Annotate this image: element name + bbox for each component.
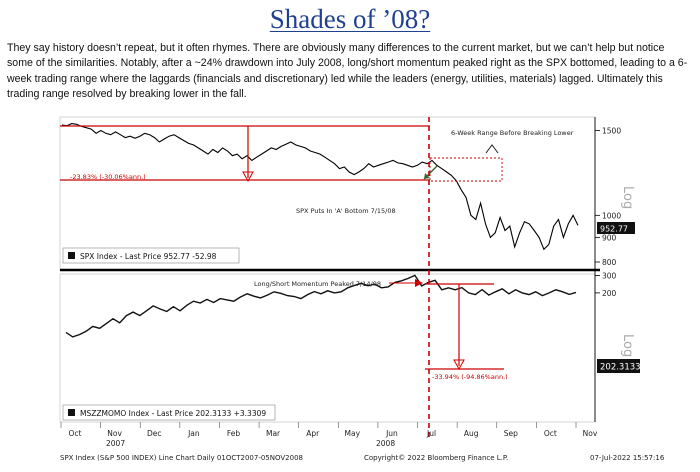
momo-last-price-value: 202.3133	[600, 363, 641, 373]
spx-log-label: Log	[620, 186, 635, 209]
six-week-range-box	[429, 157, 503, 182]
momo-log-label: Log	[620, 334, 635, 357]
momo-drawdown-arrowhead	[453, 359, 465, 371]
x-tick-label-nov: Nov	[583, 429, 598, 438]
x-tick-label-may: May	[345, 429, 361, 438]
range-label: 6-Week Range Before Breaking Lower	[451, 129, 574, 137]
intro-paragraph: They say history doesn’t repeat, but it …	[7, 42, 688, 100]
momo-legend-label: MSZZMOMO Index - Last Price 202.3133 +3.…	[80, 409, 266, 418]
x-tick-label-dec: Dec	[147, 429, 162, 438]
x-tick-label-feb: Feb	[227, 429, 241, 438]
spx-last-price-value: 952.77	[600, 225, 628, 234]
momo-peak-label: Long/Short Momentum Peaked 7/14/08	[254, 280, 381, 288]
momo-series-line	[65, 274, 577, 338]
x-tick-label-jul: Jul	[426, 429, 436, 438]
bottom-label: SPX Puts In 'A' Bottom 7/15/08	[296, 207, 396, 215]
spx-last-price-tag	[597, 222, 635, 234]
momo-panel-frame	[59, 273, 596, 423]
x-tick-label-sep: Sep	[504, 429, 518, 438]
spx-legend	[62, 247, 240, 264]
momo-y-tick-label-0: 300	[602, 271, 617, 280]
bottom-arrowhead	[424, 173, 430, 179]
range-arrowhead	[485, 144, 499, 154]
momo-y-tick-label-1: 200	[602, 289, 617, 298]
spx-legend-swatch	[68, 252, 75, 259]
momo-legend	[62, 404, 276, 421]
peak-arrowhead	[415, 279, 423, 287]
x-tick-label-oct: Oct	[69, 429, 82, 438]
spx-legend-label: SPX Index - Last Price 952.77 -52.98	[80, 252, 217, 261]
footer-left: SPX Index (S&P 500 INDEX) Line Chart Dai…	[60, 454, 303, 462]
x-tick-label-jan: Jan	[187, 429, 200, 438]
momo-drawdown-label: -33.94% (-94.86%ann.)	[432, 373, 508, 381]
spx-y-tick-label-3: 800	[602, 258, 617, 267]
momo-last-price-tag	[597, 359, 640, 373]
spx-y-tick-label-0: 1500	[602, 127, 621, 136]
spx-y-tick-label-2: 900	[602, 233, 617, 242]
x-tick-label-mar: Mar	[266, 429, 281, 438]
x-tick-label-jun: Jun	[385, 429, 398, 438]
x-tick-label-oct: Oct	[544, 429, 557, 438]
x-year-2007: 2007	[106, 439, 125, 448]
x-year-2008: 2008	[376, 439, 395, 448]
footer-center: Copyright© 2022 Bloomberg Finance L.P.	[364, 454, 508, 462]
spx-series-line	[61, 123, 579, 251]
footer-right: 07-Jul-2022 15:57:16	[590, 454, 665, 462]
x-tick-label-nov: Nov	[107, 429, 122, 438]
momo-legend-swatch	[68, 409, 75, 416]
spx-drawdown-arrowhead	[242, 171, 254, 183]
page-title: Shades of ’08?	[269, 4, 431, 34]
x-tick-label-aug: Aug	[464, 429, 479, 438]
spx-drawdown-label: -23.83% (-30.06%ann.)	[70, 173, 146, 181]
x-tick-label-apr: Apr	[306, 429, 320, 438]
spx-y-tick-label-1: 1000	[602, 211, 621, 220]
